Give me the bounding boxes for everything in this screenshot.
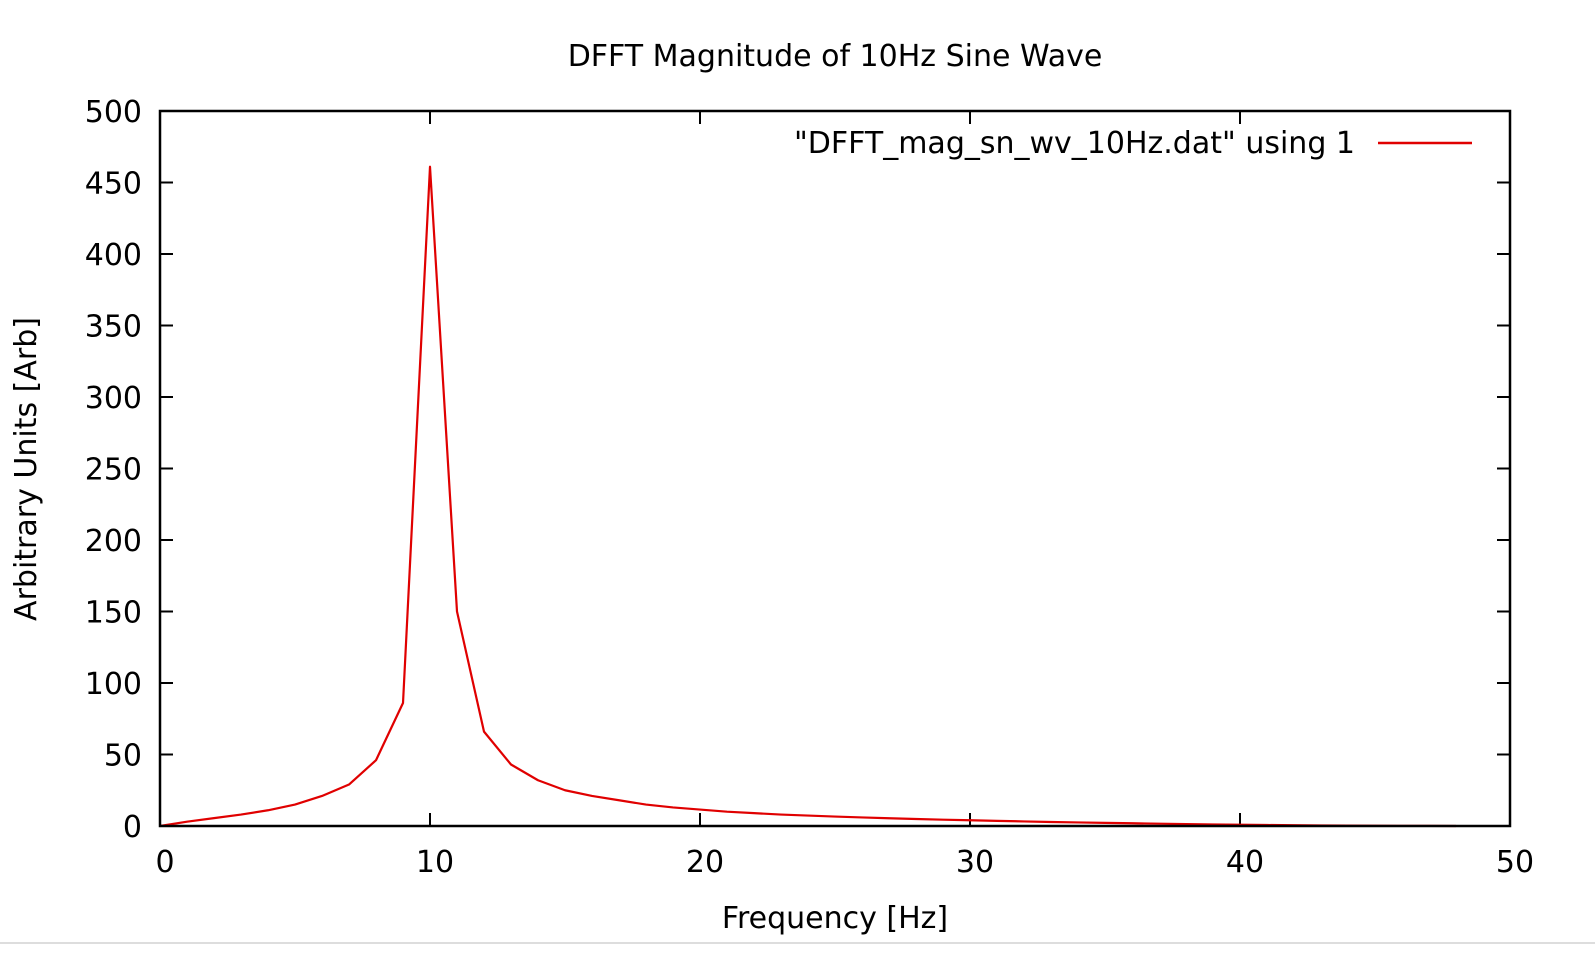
y-tick-label: 150	[85, 596, 142, 631]
y-tick-label: 450	[85, 167, 142, 202]
legend-label: "DFFT_mag_sn_wv_10Hz.dat" using 1	[794, 126, 1355, 161]
legend: "DFFT_mag_sn_wv_10Hz.dat" using 1	[794, 126, 1472, 161]
y-tick-label: 350	[85, 310, 142, 345]
y-tick-label: 50	[104, 739, 142, 774]
y-axis-label: Arbitrary Units [Arb]	[9, 317, 44, 621]
y-tick-label: 500	[85, 95, 142, 130]
x-tick-label: 30	[956, 845, 994, 880]
x-axis-label: Frequency [Hz]	[722, 901, 948, 936]
y-tick-label: 200	[85, 524, 142, 559]
y-tick-label: 400	[85, 238, 142, 273]
x-tick-label: 10	[416, 845, 454, 880]
y-tick-label: 0	[123, 810, 142, 845]
bottom-divider	[0, 942, 1595, 944]
x-tick-label: 50	[1496, 845, 1534, 880]
x-tick-label: 40	[1226, 845, 1264, 880]
x-tick-label: 20	[686, 845, 724, 880]
chart-title: DFFT Magnitude of 10Hz Sine Wave	[568, 39, 1103, 74]
plot-frame	[158, 109, 1512, 828]
x-tick-label: 0	[155, 845, 174, 880]
series-line	[159, 165, 1457, 828]
y-tick-label: 300	[85, 381, 142, 416]
y-tick-label: 100	[85, 667, 142, 702]
y-tick-label: 250	[85, 453, 142, 488]
